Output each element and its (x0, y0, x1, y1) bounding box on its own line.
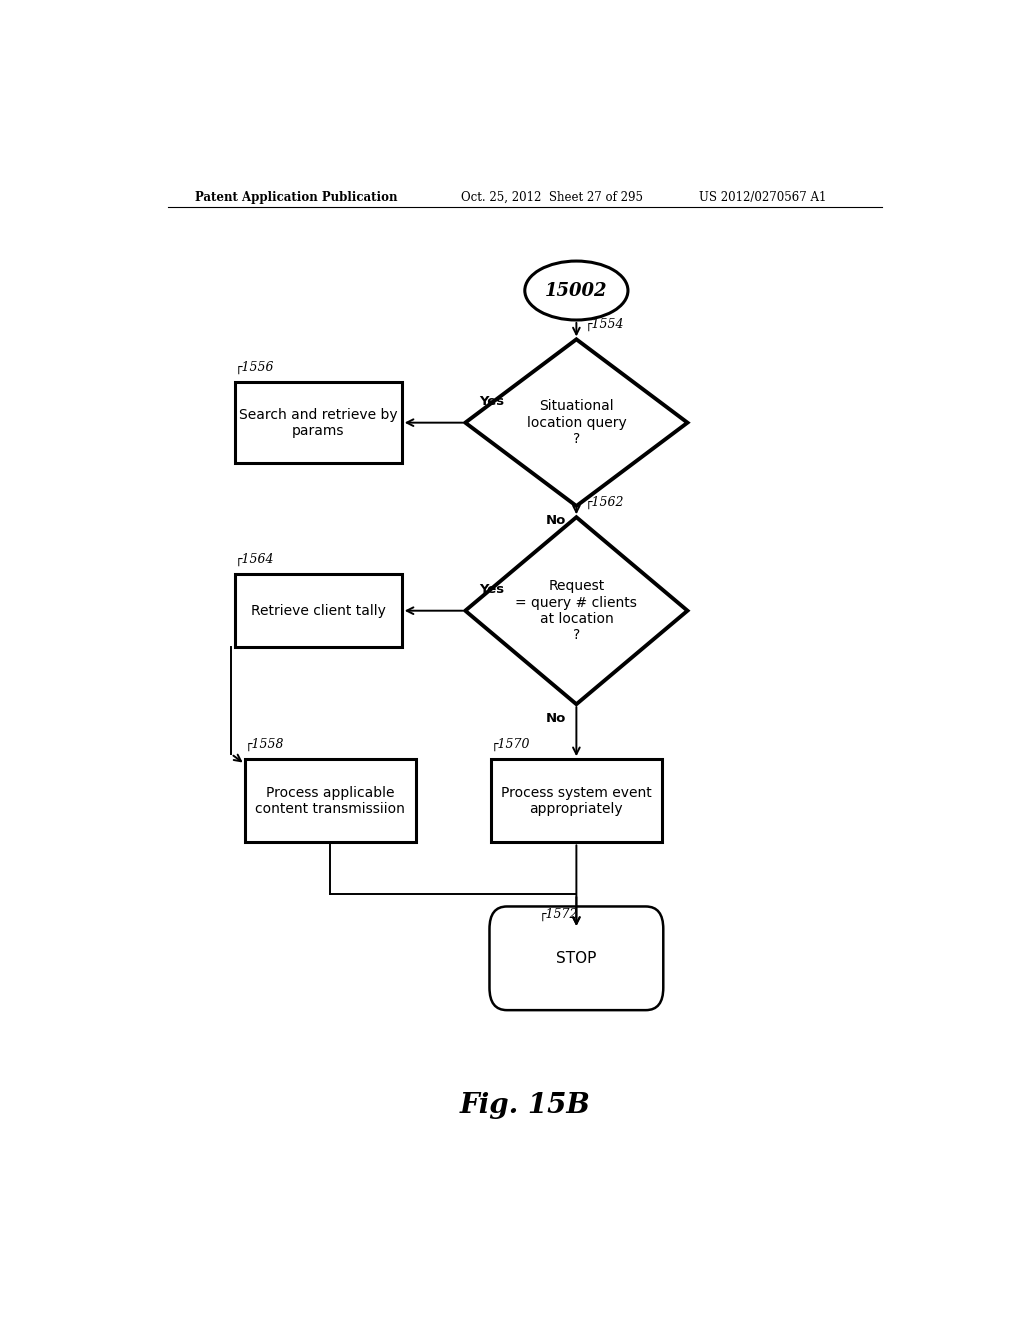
Text: Oct. 25, 2012  Sheet 27 of 295: Oct. 25, 2012 Sheet 27 of 295 (461, 190, 643, 203)
Text: 15002: 15002 (545, 281, 607, 300)
Text: No: No (546, 713, 566, 725)
Text: Yes: Yes (479, 583, 505, 597)
Text: Process applicable
content transmissiion: Process applicable content transmissiion (255, 785, 406, 816)
Text: ┌1570: ┌1570 (492, 738, 530, 751)
Text: ┌1554: ┌1554 (585, 318, 624, 331)
Bar (236, 381, 401, 463)
Text: US 2012/0270567 A1: US 2012/0270567 A1 (699, 190, 826, 203)
Text: ┌1564: ┌1564 (236, 553, 274, 566)
Text: ┌1558: ┌1558 (245, 738, 285, 751)
Text: Request
= query # clients
at location
?: Request = query # clients at location ? (515, 579, 637, 642)
Bar (236, 574, 401, 647)
Bar (245, 759, 416, 842)
Text: Fig. 15B: Fig. 15B (460, 1092, 590, 1119)
Text: Patent Application Publication: Patent Application Publication (196, 190, 398, 203)
Text: No: No (546, 515, 566, 527)
Text: ┌1562: ┌1562 (585, 496, 624, 510)
Text: Situational
location query
?: Situational location query ? (526, 400, 627, 446)
Text: ┌1572: ┌1572 (539, 907, 579, 921)
Text: Search and retrieve by
params: Search and retrieve by params (240, 408, 397, 438)
Text: Process system event
appropriately: Process system event appropriately (501, 785, 651, 816)
Text: Yes: Yes (479, 396, 505, 408)
Text: ┌1556: ┌1556 (236, 360, 274, 374)
Text: STOP: STOP (556, 950, 597, 966)
Text: Retrieve client tally: Retrieve client tally (251, 603, 386, 618)
Bar (492, 759, 662, 842)
